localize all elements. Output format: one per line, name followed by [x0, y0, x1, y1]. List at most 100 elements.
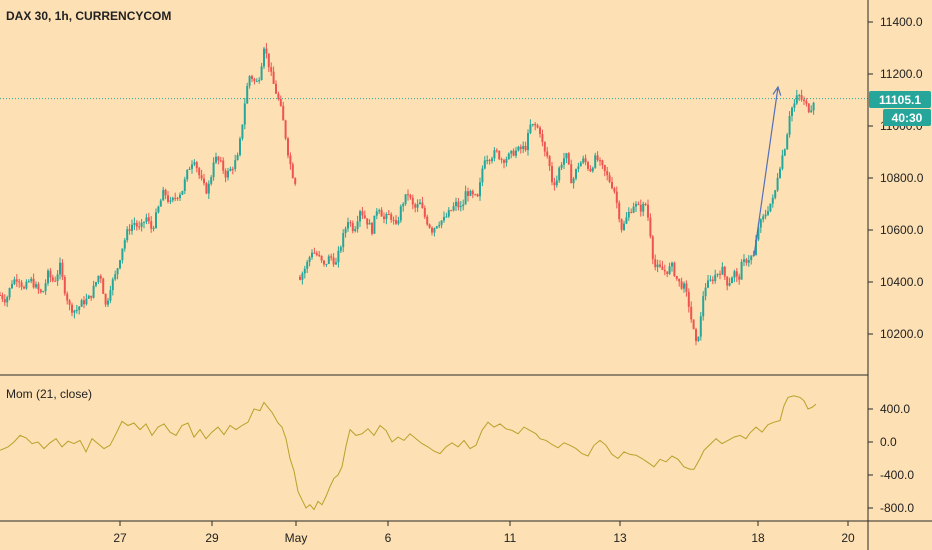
candle-body: [750, 256, 753, 261]
candle-body: [476, 194, 479, 197]
candle-body: [42, 291, 45, 293]
candle-body: [759, 219, 762, 228]
candle-body: [107, 300, 109, 305]
candle-body: [543, 142, 546, 152]
candle-body: [716, 273, 719, 275]
candle-body: [608, 175, 611, 182]
candle-body: [495, 150, 498, 152]
candle-body: [318, 254, 321, 256]
candle-body: [155, 212, 157, 228]
candle-body: [747, 260, 750, 263]
candle-body: [231, 168, 234, 170]
candle-body: [565, 153, 568, 159]
candle-body: [699, 316, 702, 337]
candle-body: [572, 178, 575, 184]
candle-body: [491, 158, 493, 162]
candle-body: [78, 306, 81, 310]
candle-body: [740, 261, 743, 280]
countdown-tag: [883, 109, 931, 126]
candle-body: [284, 120, 287, 139]
candle-body: [591, 167, 594, 172]
candle-body: [13, 279, 16, 285]
candle-body: [0, 295, 1, 296]
candle-body: [270, 67, 273, 72]
candle-body: [323, 260, 325, 265]
candle-body: [83, 300, 85, 305]
candle-body: [342, 233, 345, 248]
candle-body: [639, 204, 642, 212]
candle-body: [51, 277, 54, 281]
candle-body: [680, 281, 683, 289]
candle-body: [128, 229, 131, 231]
candle-body: [731, 277, 733, 284]
candle-body: [743, 259, 745, 262]
candle-body: [685, 283, 688, 292]
momentum-tick-label: -800.0: [880, 501, 914, 515]
candle-body: [95, 282, 97, 286]
candle-body: [75, 309, 78, 311]
candle-body: [687, 291, 690, 307]
candle-body: [200, 175, 203, 179]
candle-body: [229, 168, 232, 171]
candle-body: [659, 264, 661, 267]
candle-body: [697, 336, 700, 341]
candle-body: [683, 283, 685, 289]
candle-body: [611, 181, 613, 189]
candle-body: [275, 83, 277, 94]
candle-body: [803, 99, 805, 102]
candle-body: [1, 295, 4, 300]
candle-body: [126, 229, 129, 241]
candle-body: [702, 296, 705, 317]
candle-body: [66, 293, 69, 301]
candle-body: [145, 217, 148, 222]
candle-body: [303, 268, 306, 274]
candle-body: [282, 105, 285, 121]
candle-body: [647, 204, 649, 218]
candle-body: [673, 262, 676, 276]
candle-body: [719, 273, 721, 275]
candle-body: [474, 194, 477, 196]
candle-body: [111, 279, 114, 291]
candle-body: [119, 260, 121, 269]
candle-body: [47, 270, 49, 284]
candle-body: [203, 178, 205, 184]
candle-body: [416, 204, 419, 208]
candle-body: [361, 211, 364, 216]
time-tick-label: 11: [504, 531, 517, 545]
candle-body: [539, 127, 541, 135]
trend-arrow-head: [772, 85, 782, 96]
candle-body: [551, 166, 553, 183]
candle-body: [582, 158, 585, 163]
candle-body: [805, 101, 808, 104]
candle-body: [601, 160, 604, 166]
candle-body: [625, 217, 628, 224]
candle-body: [807, 103, 810, 113]
candle-body: [733, 271, 736, 278]
candle-body: [87, 295, 90, 299]
candle-body: [584, 158, 587, 163]
candle-body: [500, 159, 503, 161]
candle-body: [267, 53, 270, 68]
candle-body: [498, 150, 501, 160]
candle-body: [63, 276, 66, 294]
candle-body: [426, 216, 429, 225]
candle-body: [738, 276, 741, 280]
candle-body: [414, 204, 417, 208]
candle-body: [563, 158, 565, 165]
candle-body: [589, 168, 592, 172]
candle-body: [99, 275, 102, 279]
candle-body: [587, 162, 589, 169]
candle-body: [723, 266, 726, 277]
price-tick-label: 11400.0: [880, 15, 923, 29]
candle-body: [503, 160, 505, 163]
candle-body: [764, 214, 767, 217]
time-tick-label: 20: [841, 531, 855, 545]
candle-body: [287, 138, 289, 156]
candle-body: [522, 145, 525, 149]
candle-body: [378, 210, 381, 212]
candle-body: [383, 216, 385, 220]
candle-body: [623, 223, 625, 230]
candle-body: [438, 224, 441, 227]
candle-body: [786, 134, 789, 150]
